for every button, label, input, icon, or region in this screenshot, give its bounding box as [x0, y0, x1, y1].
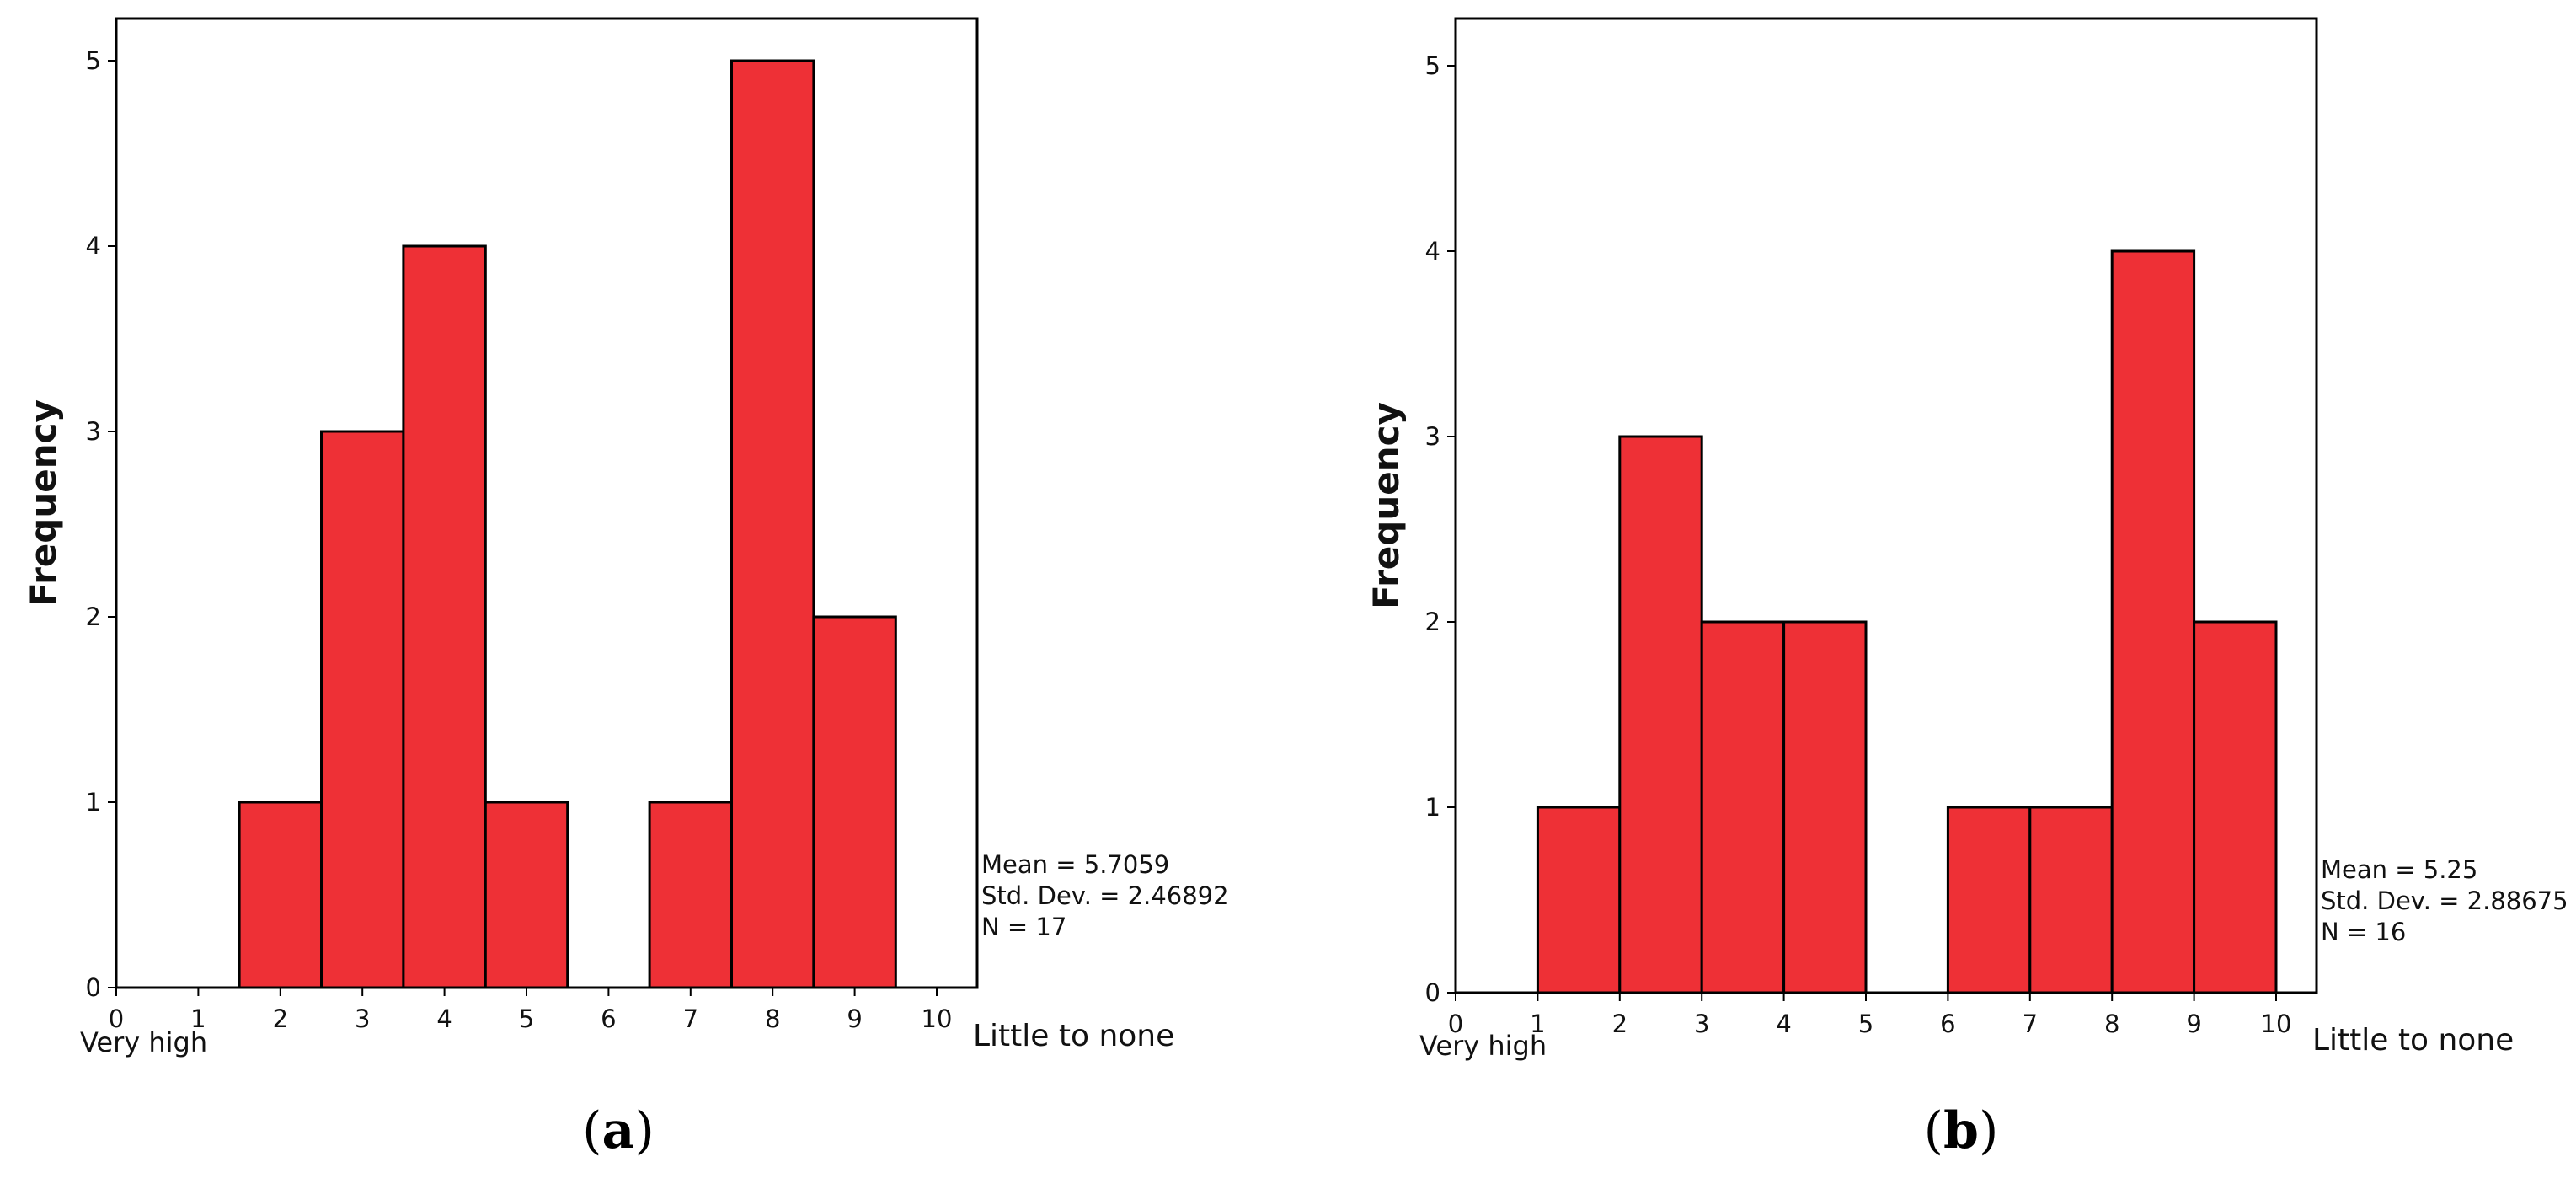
bar-b-1: [1618, 435, 1703, 994]
panel-label-a-close: ): [634, 1101, 654, 1160]
bar-b-0: [1536, 806, 1622, 994]
bar-a-6: [812, 615, 897, 989]
y-tick-label-a-3: 3: [86, 417, 101, 446]
y-axis-label-b: Frequency: [1365, 402, 1407, 609]
x-axis-left-label-a: Very high: [80, 1026, 207, 1058]
y-axis-ticks-a: 0 1 2 3 4 5: [86, 46, 116, 1002]
histogram-bars-a: [238, 59, 897, 989]
y-axis-label-a: Frequency: [23, 399, 64, 607]
panel-label-a: (a): [582, 1101, 655, 1160]
x-tick-label-a-1: 1: [190, 1004, 206, 1033]
y-tick-label-b-1: 1: [1425, 793, 1440, 822]
x-tick-label-b-2: 2: [1612, 1010, 1627, 1038]
y-tick-label-b-0: 0: [1425, 978, 1440, 1007]
x-tick-label-a-3: 3: [355, 1004, 370, 1033]
x-tick-label-a-9: 9: [847, 1004, 862, 1033]
x-tick-label-a-8: 8: [765, 1004, 780, 1033]
x-tick-label-b-6: 6: [1940, 1010, 1955, 1038]
stat-mean-b: Mean = 5.25: [2321, 855, 2477, 884]
plot-frame-b: [1454, 17, 2318, 994]
x-tick-label-b-3: 3: [1694, 1010, 1709, 1038]
bar-b-4: [1946, 806, 2032, 994]
x-tick-label-b-1: 1: [1530, 1010, 1545, 1038]
bar-a-1: [320, 430, 405, 989]
y-tick-label-b-5: 5: [1425, 51, 1440, 80]
x-tick-label-b-8: 8: [2104, 1010, 2119, 1038]
bar-a-2: [402, 244, 487, 989]
y-tick-label-a-5: 5: [86, 46, 101, 75]
bar-b-2: [1700, 620, 1786, 994]
panel-label-a-letter: a: [602, 1101, 635, 1160]
x-axis-right-label-a: Little to none: [973, 1019, 1174, 1053]
y-tick-label-a-0: 0: [86, 973, 101, 1002]
x-axis-left-label-b: Very high: [1419, 1030, 1547, 1062]
bar-a-4: [648, 801, 733, 989]
x-axis-ticks-a: 0 1 2 3 4 5 6 7 8 9 10: [109, 988, 953, 1033]
panel-label-b-close: ): [1979, 1101, 1998, 1160]
bar-a-5: [730, 59, 815, 989]
x-tick-label-b-5: 5: [1858, 1010, 1873, 1038]
x-tick-label-a-5: 5: [519, 1004, 534, 1033]
x-tick-label-a-10: 10: [922, 1004, 953, 1033]
stat-n-b: N = 16: [2321, 918, 2406, 946]
x-tick-label-a-6: 6: [601, 1004, 616, 1033]
bar-b-6: [2110, 249, 2196, 994]
bar-b-5: [2028, 806, 2114, 994]
x-tick-label-b-4: 4: [1776, 1010, 1791, 1038]
panel-label-b-letter: b: [1943, 1101, 1979, 1160]
x-axis-ticks-b: 0 1 2 3 4 5 6 7 8 9 10: [1448, 993, 2292, 1038]
y-tick-label-a-1: 1: [86, 788, 101, 817]
panel-label-b-open: (: [1924, 1101, 1943, 1160]
stat-n-a: N = 17: [981, 913, 1066, 941]
x-tick-label-b-0: 0: [1448, 1010, 1463, 1038]
bar-b-7: [2193, 620, 2278, 994]
histogram-bars-b: [1536, 249, 2278, 994]
x-tick-label-b-10: 10: [2261, 1010, 2292, 1038]
bar-b-3: [1782, 620, 1868, 994]
x-tick-label-a-2: 2: [273, 1004, 288, 1033]
y-tick-label-a-2: 2: [86, 603, 101, 631]
y-tick-label-b-3: 3: [1425, 422, 1440, 451]
x-tick-label-b-9: 9: [2186, 1010, 2201, 1038]
panel-label-a-open: (: [582, 1101, 601, 1160]
x-tick-label-a-4: 4: [436, 1004, 452, 1033]
panel-label-b: (b): [1924, 1101, 1999, 1160]
stat-std-dev-a: Std. Dev. = 2.46892: [981, 881, 1229, 910]
bar-a-0: [238, 801, 323, 989]
y-tick-label-a-4: 4: [86, 232, 101, 260]
stats-box-b: Mean = 5.25 Std. Dev. = 2.88675 N = 16: [2321, 855, 2568, 946]
stats-box-a: Mean = 5.7059 Std. Dev. = 2.46892 N = 17: [981, 850, 1229, 941]
y-tick-label-b-4: 4: [1425, 237, 1440, 265]
x-tick-label-a-7: 7: [683, 1004, 698, 1033]
x-tick-label-a-0: 0: [109, 1004, 124, 1033]
x-axis-right-label-b: Little to none: [2312, 1023, 2514, 1058]
y-axis-ticks-b: 0 1 2 3 4 5: [1425, 51, 1456, 1007]
stat-std-dev-b: Std. Dev. = 2.88675: [2321, 886, 2568, 915]
stat-mean-a: Mean = 5.7059: [981, 850, 1169, 879]
bar-a-3: [484, 801, 569, 989]
x-tick-label-b-7: 7: [2023, 1010, 2038, 1038]
y-tick-label-b-2: 2: [1425, 608, 1440, 636]
